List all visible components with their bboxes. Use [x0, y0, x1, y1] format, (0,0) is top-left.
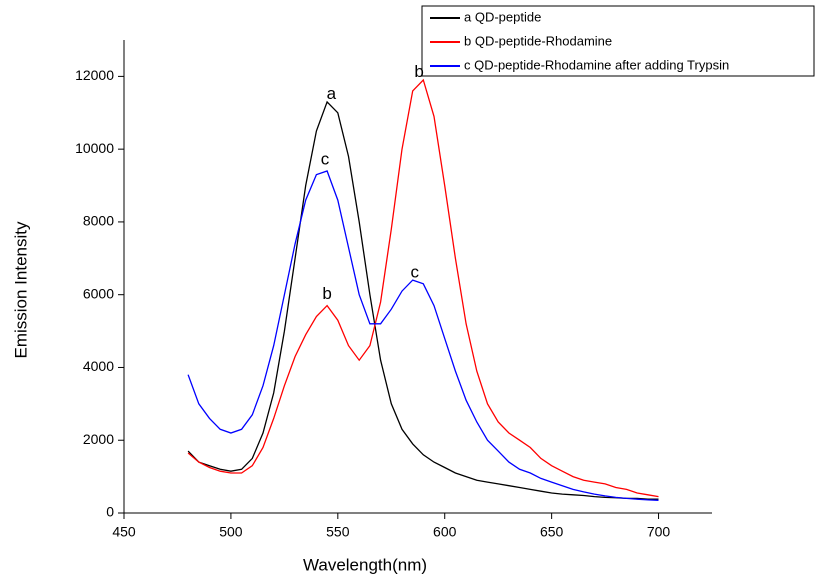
y-tick-label: 6000	[83, 285, 114, 301]
legend-box	[421, 5, 815, 77]
y-tick-label: 8000	[83, 213, 114, 229]
x-tick-label: 600	[433, 524, 457, 540]
y-axis-label: Emission Intensity	[11, 221, 30, 358]
y-tick-label: 12000	[75, 67, 114, 83]
annotation: b	[322, 284, 331, 303]
x-tick-label: 650	[540, 524, 564, 540]
y-tick-label: 4000	[83, 358, 114, 374]
x-tick-label: 700	[647, 524, 671, 540]
x-axis-label: Wavelength(nm)	[303, 555, 427, 574]
legend-label: a QD-peptide	[464, 9, 541, 24]
y-tick-label: 0	[106, 504, 114, 520]
annotation: b	[414, 62, 423, 81]
x-tick-label: 500	[219, 524, 243, 540]
annotation: a	[327, 84, 337, 103]
legend-label: c QD-peptide-Rhodamine after adding Tryp…	[464, 57, 729, 72]
legend-label: b QD-peptide-Rhodamine	[464, 33, 612, 48]
y-tick-label: 10000	[75, 140, 114, 156]
y-tick-label: 2000	[83, 431, 114, 447]
series-line	[187, 100, 659, 500]
x-tick-label: 450	[112, 524, 136, 540]
series-line	[187, 78, 659, 498]
annotation: c	[321, 150, 330, 169]
x-tick-label: 550	[326, 524, 350, 540]
series-line	[187, 170, 659, 501]
annotation: c	[411, 262, 420, 281]
